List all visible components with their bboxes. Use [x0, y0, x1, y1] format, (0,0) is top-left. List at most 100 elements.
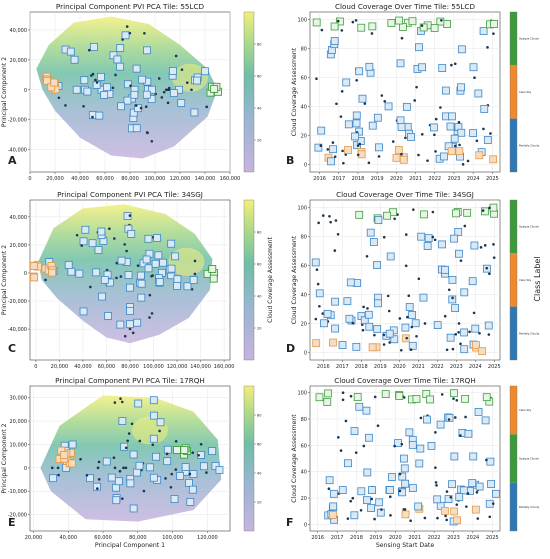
y-axis-label: Principal Component 2: [1, 57, 8, 127]
data-point: [454, 332, 458, 336]
thumbnail-marker: [367, 504, 375, 512]
thumbnail-marker: [362, 406, 371, 415]
thumbnail-marker: [459, 486, 468, 495]
data-point: [145, 131, 149, 134]
data-point: [409, 519, 412, 523]
data-point: [190, 88, 193, 92]
x-tick-label: 2023: [450, 364, 463, 370]
data-point: [174, 54, 178, 58]
data-point: [445, 490, 449, 493]
data-point: [79, 457, 82, 461]
data-point: [445, 518, 448, 522]
thumbnail-marker-opaque: [387, 19, 396, 27]
x-tick-label: 0: [34, 364, 37, 370]
data-point: [115, 261, 119, 265]
thumbnail-marker: [323, 309, 332, 318]
chart-title: Principal Component PVI PCA Tile: 17RQH: [55, 376, 205, 385]
data-point: [464, 415, 467, 419]
data-point: [479, 246, 483, 249]
panel-label: B: [286, 154, 294, 167]
data-point: [151, 443, 155, 447]
colorbar: [243, 11, 255, 173]
data-point: [433, 133, 436, 137]
thumbnail-marker: [134, 399, 143, 408]
x-tick-label: 100,000: [143, 364, 164, 370]
data-point: [388, 341, 392, 344]
data-point: [91, 115, 94, 119]
class-colorbar-tick-label: Opaque Clouds: [519, 225, 539, 229]
thumbnail-marker: [460, 328, 468, 337]
chart-title: Cloud Coverage Over Time Tile: 55LCD: [335, 2, 475, 11]
thumbnail-marker-clear: [453, 516, 462, 525]
thumbnail-marker: [356, 137, 365, 145]
thumbnail-marker: [474, 89, 483, 98]
thumbnail-marker: [483, 136, 492, 144]
data-point: [475, 139, 479, 143]
thumbnail-marker: [454, 227, 463, 236]
thumbnail-marker-opaque: [480, 207, 489, 216]
thumbnail-marker: [408, 484, 417, 492]
thumbnail-marker: [173, 275, 182, 284]
thumbnail-marker: [484, 321, 493, 330]
thumbnail-marker: [170, 495, 179, 503]
thumbnail-marker: [132, 468, 141, 477]
panel-B: Cloud Coverage Over Time Tile: 55LCD 2016…: [286, 2, 540, 182]
thumbnail-marker: [385, 329, 394, 338]
data-point: [80, 244, 83, 247]
data-point: [382, 235, 386, 239]
class-colorbar-segment: [510, 482, 517, 531]
thumbnail-marker: [384, 102, 393, 111]
thumbnail-marker-opaque: [430, 24, 439, 32]
thumbnail-marker: [329, 502, 338, 511]
thumbnail-marker: [123, 80, 132, 89]
thumbnail-marker-clear: [450, 507, 459, 516]
thumbnail-marker: [366, 228, 375, 237]
data-point: [96, 487, 99, 490]
data-point: [370, 497, 374, 501]
class-colorbar-frame: [509, 199, 518, 361]
data-point: [362, 305, 365, 309]
thumbnail-marker: [416, 444, 425, 453]
x-tick-label: 80,000: [129, 535, 147, 541]
thumbnail-marker: [95, 111, 104, 120]
panel-D: Cloud Coverage Over Time Tile: 34SGJ 2016…: [286, 190, 540, 370]
data-point: [380, 94, 384, 97]
data-point: [391, 140, 395, 143]
y-tick-label: 20,000: [10, 243, 28, 249]
data-point: [358, 142, 361, 146]
class-colorbar-segment: [510, 306, 517, 360]
data-point: [420, 133, 424, 136]
data-point: [337, 436, 340, 439]
thumbnail-marker: [415, 459, 424, 468]
thumbnail-marker: [436, 420, 445, 429]
thumbnail-marker: [138, 75, 147, 84]
class-colorbar-segment: [510, 118, 517, 172]
thumbnail-marker: [311, 258, 320, 267]
thumbnail-marker-opaque: [443, 20, 452, 28]
x-tick-label: 2022: [431, 364, 444, 370]
data-point: [320, 28, 324, 32]
thumbnail-marker: [355, 127, 364, 136]
panel-label: F: [286, 516, 294, 529]
data-point: [440, 393, 444, 396]
data-point: [439, 106, 442, 109]
thumbnail-marker: [457, 83, 465, 92]
thumbnail-marker: [405, 428, 414, 437]
thumbnail-marker: [155, 277, 164, 286]
data-point: [56, 466, 60, 470]
data-point: [445, 348, 449, 352]
thumbnail-marker: [80, 76, 89, 85]
thumbnail-marker: [411, 319, 420, 328]
data-point: [160, 96, 164, 99]
thumbnail-marker: [398, 488, 407, 497]
thumbnail-marker: [469, 63, 478, 72]
data-point: [157, 77, 161, 80]
thumbnail-marker: [150, 411, 158, 420]
thumbnail-marker: [369, 238, 378, 246]
panel-label: E: [8, 516, 16, 529]
x-tick-label: 2020: [390, 176, 403, 182]
thumbnail-marker: [427, 441, 436, 450]
thumbnail-marker: [400, 464, 409, 473]
thumbnail-marker: [132, 64, 141, 73]
y-tick-label: 0: [24, 88, 27, 94]
